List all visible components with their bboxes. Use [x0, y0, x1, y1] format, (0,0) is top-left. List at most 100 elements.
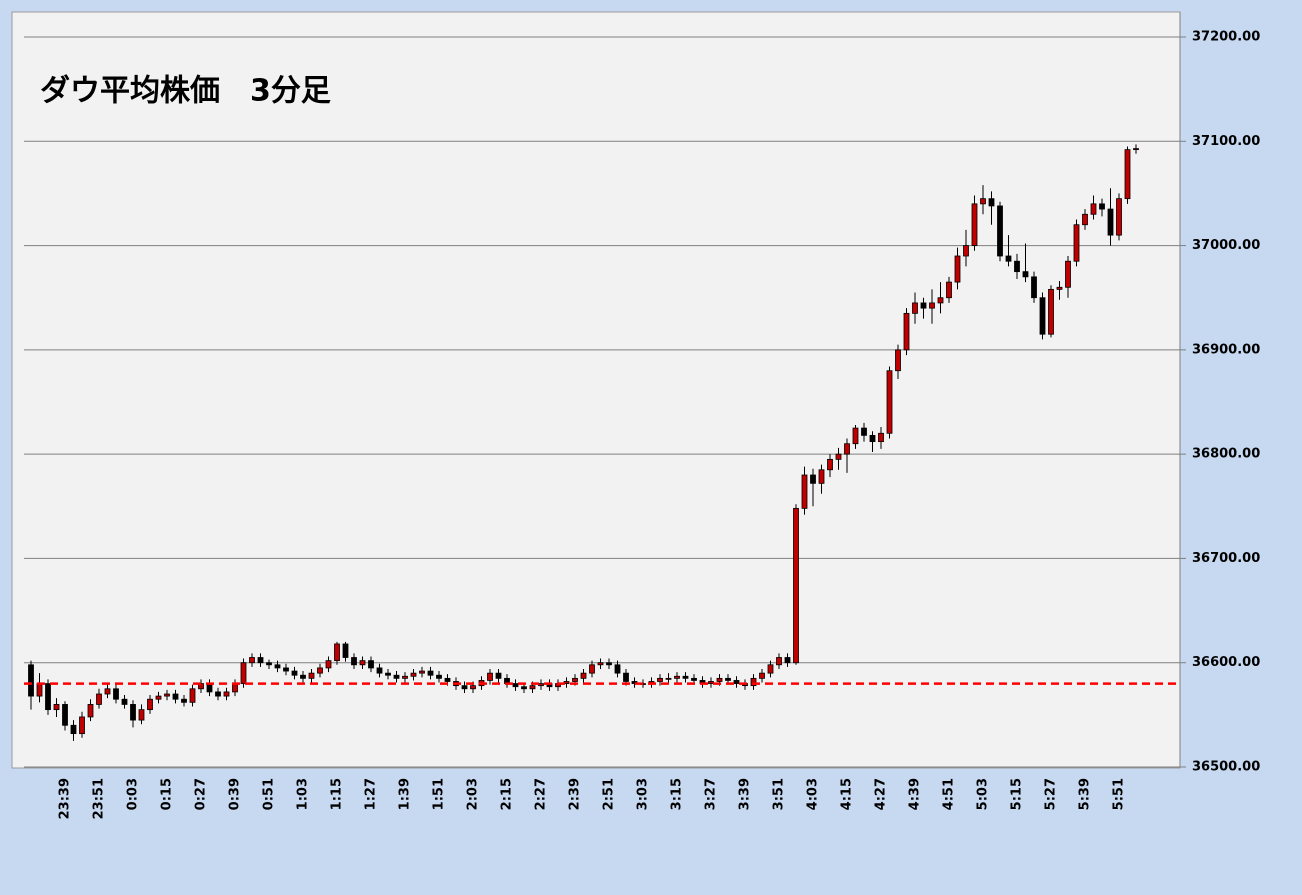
- candle-body: [495, 672, 502, 679]
- candle-body: [835, 453, 842, 460]
- candle-body: [62, 704, 68, 726]
- candle-body: [776, 657, 782, 666]
- candle-body: [427, 670, 434, 676]
- candle-body: [206, 683, 213, 693]
- candle-body: [895, 349, 901, 372]
- x-tick-label: 2:15: [500, 778, 515, 810]
- x-tick-label: 2:51: [602, 778, 617, 810]
- candle-body: [368, 660, 374, 669]
- candle-body: [844, 443, 850, 455]
- candle-body: [971, 203, 978, 246]
- candle-body: [606, 662, 612, 666]
- x-tick-label: 23:39: [58, 778, 73, 819]
- candle-body: [1014, 260, 1020, 273]
- candle-body: [155, 695, 162, 700]
- y-tick-label: 36600.00: [1192, 655, 1260, 670]
- candle-body: [682, 675, 689, 679]
- candle-body: [181, 698, 187, 703]
- x-tick-label: 1:15: [330, 778, 345, 810]
- candle-body: [113, 688, 119, 700]
- candle-body: [130, 704, 136, 721]
- x-tick-label: 2:39: [568, 778, 583, 810]
- x-tick-label: 2:03: [466, 778, 481, 810]
- candle-body: [385, 672, 391, 676]
- candle-body: [529, 685, 536, 690]
- candle-body: [827, 458, 833, 471]
- candle-body: [36, 683, 43, 697]
- candle-body: [1056, 286, 1063, 290]
- candle-body: [589, 664, 595, 674]
- candle-body: [750, 677, 757, 687]
- candle-body: [1082, 213, 1088, 226]
- candle-body: [53, 704, 60, 711]
- candle-body: [232, 683, 238, 693]
- chart-title: ダウ平均株価 3分足: [40, 74, 331, 109]
- x-tick-label: 5:15: [1010, 778, 1025, 810]
- x-tick-label: 3:51: [772, 778, 787, 810]
- candle-body: [96, 693, 102, 705]
- candle-body: [912, 302, 918, 314]
- x-tick-label: 4:03: [806, 778, 821, 810]
- candle-body: [929, 302, 935, 309]
- candle-body: [419, 670, 425, 674]
- x-tick-label: 2:27: [534, 778, 549, 810]
- candle-body: [572, 677, 578, 682]
- y-tick-label: 36900.00: [1192, 342, 1260, 357]
- candle-body: [147, 698, 153, 711]
- candle-body: [1022, 271, 1029, 278]
- x-tick-label: 4:27: [874, 778, 889, 810]
- x-tick-label: 0:39: [228, 778, 243, 810]
- x-tick-label: 4:51: [942, 778, 957, 810]
- candle-body: [708, 681, 714, 684]
- candle-body: [28, 664, 34, 697]
- x-tick-label: 1:39: [398, 778, 413, 810]
- candle-body: [70, 724, 77, 735]
- x-tick-label: 0:51: [262, 778, 277, 810]
- y-tick-label: 37200.00: [1192, 30, 1260, 45]
- candle-body: [45, 683, 51, 711]
- candle-body: [861, 427, 867, 436]
- candle-body: [954, 255, 961, 283]
- x-tick-label: 0:27: [194, 778, 209, 810]
- candle-body: [767, 664, 774, 674]
- candle-body: [121, 698, 128, 705]
- candle-body: [920, 302, 927, 309]
- candle-body: [240, 662, 247, 684]
- candle-body: [223, 691, 230, 697]
- candle-body: [614, 664, 621, 674]
- candle-body: [87, 704, 94, 718]
- candle-body: [359, 660, 366, 666]
- candle-body: [470, 685, 476, 690]
- candle-body: [691, 677, 697, 681]
- candle-body: [810, 474, 816, 484]
- candle-body: [1099, 203, 1105, 210]
- candle-body: [308, 672, 315, 679]
- candle-body: [512, 683, 519, 688]
- candle-body: [580, 672, 587, 679]
- candle-body: [988, 198, 995, 207]
- candle-body: [172, 693, 179, 700]
- candle-body: [980, 198, 986, 205]
- candle-body: [444, 677, 451, 682]
- candle-body: [818, 469, 825, 484]
- candle-body: [487, 672, 493, 681]
- x-tick-label: 5:51: [1112, 778, 1127, 810]
- candle-body: [521, 686, 527, 690]
- x-tick-label: 4:15: [840, 778, 855, 810]
- y-tick-label: 36500.00: [1192, 760, 1260, 775]
- x-tick-label: 3:15: [670, 778, 685, 810]
- candle-body: [597, 662, 604, 666]
- candle-body: [886, 370, 893, 434]
- candle-body: [793, 507, 799, 664]
- candle-body: [903, 312, 910, 351]
- y-tick-label: 37000.00: [1192, 238, 1260, 253]
- candle-body: [538, 683, 544, 687]
- plot-area: [11, 11, 1181, 769]
- candle-body: [325, 660, 332, 669]
- x-tick-label: 3:03: [636, 778, 651, 810]
- candle-body: [410, 672, 417, 677]
- candle-body: [852, 427, 859, 445]
- candle-body: [79, 716, 85, 735]
- candle-body: [138, 709, 145, 721]
